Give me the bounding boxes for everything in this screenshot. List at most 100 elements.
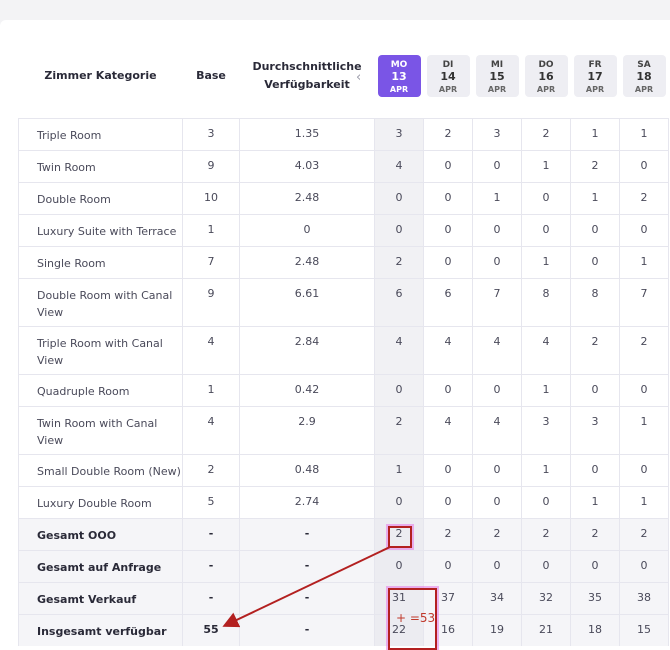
day-value: 1 — [521, 373, 571, 406]
day-value: 18 — [570, 613, 620, 646]
day-value: 37 — [423, 581, 473, 614]
day-value: 0 — [374, 181, 424, 214]
room-name: Gesamt OOO — [18, 517, 183, 550]
day-value: 0 — [374, 549, 424, 582]
day-value: 0 — [472, 373, 522, 406]
day-value: 0 — [619, 149, 669, 182]
total-row: Insgesamt verfügbar 55-22 16 19 21 18 15 — [18, 613, 669, 646]
avg-value: 2.9 — [239, 405, 375, 454]
header-base: Base — [196, 69, 226, 83]
day-header[interactable]: MI 15 APR — [473, 34, 522, 118]
day-header[interactable]: MO 13 APR — [375, 34, 424, 118]
day-value: 6 — [374, 277, 424, 326]
day-value: 0 — [472, 149, 522, 182]
day-value: 2 — [570, 325, 620, 374]
day-box: MI 15 APR — [475, 54, 519, 97]
day-value: 0 — [521, 485, 571, 518]
day-value: 21 — [521, 613, 571, 646]
day-value: 3 — [472, 117, 522, 150]
day-header[interactable]: SA 18 APR — [620, 34, 669, 118]
avg-value: - — [239, 549, 375, 582]
day-value: 1 — [619, 485, 669, 518]
room-row: Quadruple Room 1 0.42 0 0 0 1 0 0 — [18, 373, 669, 406]
day-value: 0 — [423, 181, 473, 214]
day-header[interactable]: DI 14 APR — [424, 34, 473, 118]
room-row: Double Room 10 2.48 0 0 1 0 1 2 — [18, 181, 669, 214]
base-value: 55 — [182, 613, 240, 646]
avg-value: 2.48 — [239, 181, 375, 214]
room-name: Luxury Double Room — [18, 485, 183, 518]
room-row: Single Room 7 2.48 2 0 0 1 0 1 — [18, 245, 669, 278]
room-row: Luxury Double Room 5 2.74 0 0 0 0 1 1 — [18, 485, 669, 518]
day-value: 3 — [521, 405, 571, 454]
day-value: 1 — [521, 453, 571, 486]
day-box: DI 14 APR — [426, 54, 470, 97]
day-header[interactable]: FR 17 APR — [571, 34, 620, 118]
day-value: 0 — [521, 549, 571, 582]
room-name: Double Room with Canal View — [18, 277, 183, 326]
day-value: 2 — [423, 117, 473, 150]
day-value: 4 — [374, 149, 424, 182]
day-value: 8 — [570, 277, 620, 326]
day-value: 0 — [423, 149, 473, 182]
avg-value: 6.61 — [239, 277, 375, 326]
room-row: Small Double Room (New) 2 0.48 1 0 0 1 0 0 — [18, 453, 669, 486]
day-value: 4 — [374, 325, 424, 374]
day-value: 0 — [423, 245, 473, 278]
day-value: 0 — [423, 549, 473, 582]
header-category: Zimmer Kategorie — [44, 69, 157, 83]
highlight-ooo-cell — [388, 526, 412, 548]
day-value: 1 — [570, 181, 620, 214]
day-value: 16 — [423, 613, 473, 646]
day-value: 0 — [374, 213, 424, 246]
room-name: Triple Room with Canal View — [18, 325, 183, 374]
day-value: 0 — [374, 373, 424, 406]
day-header[interactable]: DO 16 APR — [522, 34, 571, 118]
base-value: 3 — [182, 117, 240, 150]
day-value: 1 — [619, 245, 669, 278]
day-value: 4 — [423, 405, 473, 454]
day-value: 2 — [570, 517, 620, 550]
room-row: Luxury Suite with Terrace 1 0 0 0 0 0 0 0 — [18, 213, 669, 246]
day-value: 4 — [423, 325, 473, 374]
day-value: 4 — [521, 325, 571, 374]
room-name: Triple Room — [18, 117, 183, 150]
day-value: 1 — [472, 181, 522, 214]
avg-value: 0 — [239, 213, 375, 246]
day-value: 0 — [619, 213, 669, 246]
day-value: 1 — [570, 117, 620, 150]
base-value: 4 — [182, 325, 240, 374]
day-value: 1 — [521, 245, 571, 278]
day-value: 3 — [570, 405, 620, 454]
day-value: 0 — [472, 213, 522, 246]
room-name: Twin Room with Canal View — [18, 405, 183, 454]
chevron-left-icon[interactable]: ‹ — [356, 70, 362, 85]
avg-value: 0.42 — [239, 373, 375, 406]
day-value: 3 — [374, 117, 424, 150]
day-value: 0 — [423, 373, 473, 406]
avg-value: 4.03 — [239, 149, 375, 182]
day-value: 7 — [619, 277, 669, 326]
avg-value: 2.48 — [239, 245, 375, 278]
day-value: 0 — [570, 453, 620, 486]
day-value: 1 — [521, 149, 571, 182]
base-value: 4 — [182, 405, 240, 454]
day-value: 2 — [619, 325, 669, 374]
day-value: 0 — [619, 549, 669, 582]
day-value: 0 — [472, 549, 522, 582]
day-value: 0 — [423, 453, 473, 486]
day-value: 0 — [423, 485, 473, 518]
day-value: 0 — [521, 213, 571, 246]
day-value: 38 — [619, 581, 669, 614]
avg-value: 0.48 — [239, 453, 375, 486]
day-value: 4 — [472, 325, 522, 374]
room-name: Quadruple Room — [18, 373, 183, 406]
room-name: Twin Room — [18, 149, 183, 182]
day-value: 4 — [472, 405, 522, 454]
day-value: 34 — [472, 581, 522, 614]
total-row: Gesamt auf Anfrage - -0 0 0 0 0 0 — [18, 549, 669, 582]
avg-value: - — [239, 517, 375, 550]
base-value: - — [182, 549, 240, 582]
avg-value: 2.84 — [239, 325, 375, 374]
base-value: 1 — [182, 213, 240, 246]
